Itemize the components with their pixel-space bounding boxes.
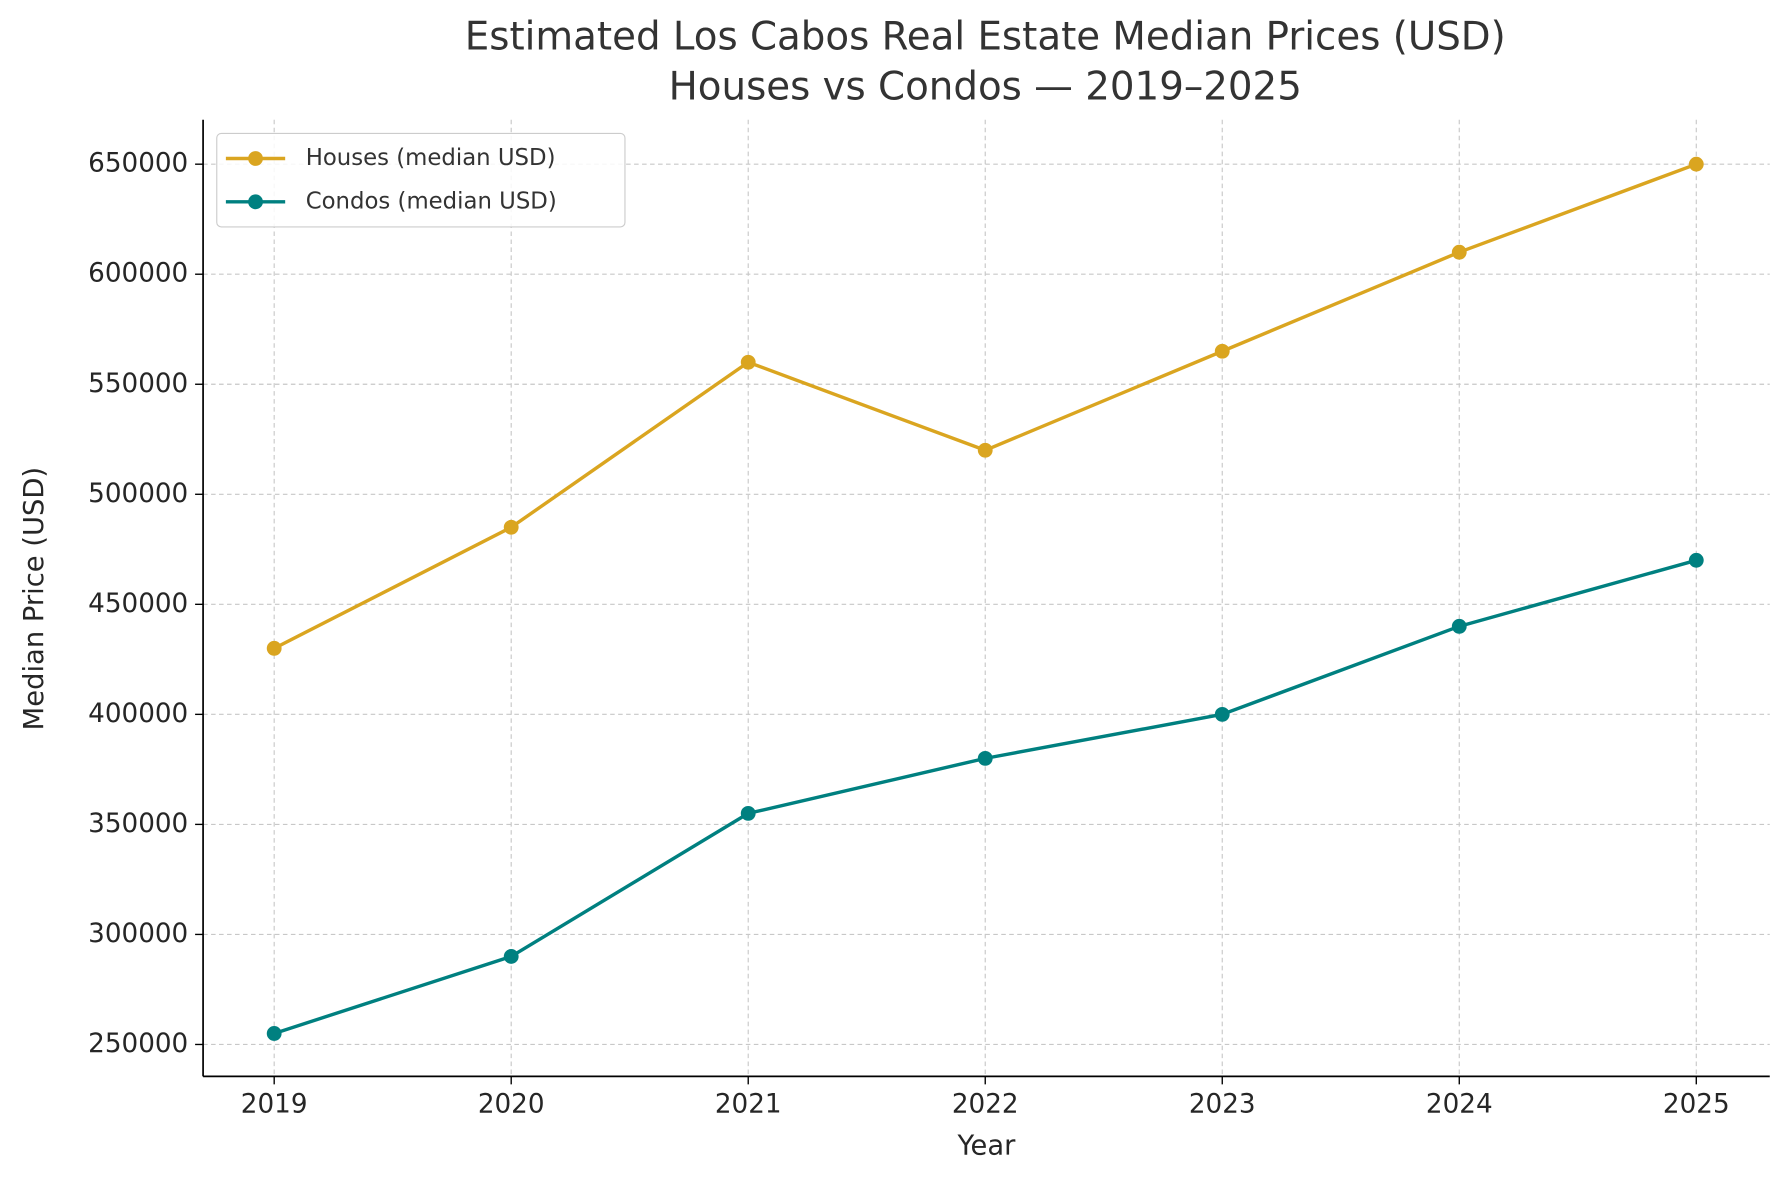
x-tick-label: 2024 bbox=[1426, 1089, 1493, 1119]
y-tick-label: 400000 bbox=[88, 699, 188, 729]
data-point bbox=[1214, 706, 1230, 722]
data-point bbox=[1688, 156, 1704, 172]
y-tick-label: 350000 bbox=[88, 809, 188, 839]
data-point bbox=[503, 519, 519, 535]
data-point bbox=[977, 750, 993, 766]
chart-title: Estimated Los Cabos Real Estate Median P… bbox=[465, 14, 1506, 59]
x-axis-label: Year bbox=[956, 1131, 1016, 1162]
data-point bbox=[740, 354, 756, 370]
data-point bbox=[1451, 618, 1467, 634]
y-axis-label: Median Price (USD) bbox=[19, 467, 50, 730]
x-tick-label: 2020 bbox=[478, 1089, 545, 1119]
chart-subtitle: Houses vs Condos — 2019–2025 bbox=[669, 64, 1302, 109]
x-tick-label: 2019 bbox=[241, 1089, 308, 1119]
legend-label: Houses (median USD) bbox=[306, 145, 556, 171]
x-tick-label: 2025 bbox=[1663, 1089, 1730, 1119]
y-tick-label: 550000 bbox=[88, 369, 188, 399]
data-point bbox=[503, 949, 519, 964]
data-point bbox=[1214, 343, 1230, 359]
x-tick-label: 2023 bbox=[1189, 1089, 1256, 1119]
y-tick-label: 650000 bbox=[88, 149, 188, 179]
y-tick-label: 250000 bbox=[88, 1029, 188, 1059]
y-tick-label: 450000 bbox=[88, 589, 188, 619]
x-tick-label: 2021 bbox=[715, 1089, 782, 1119]
y-tick-label: 300000 bbox=[88, 919, 188, 949]
data-point bbox=[977, 442, 993, 458]
legend-marker bbox=[248, 194, 263, 210]
legend-box bbox=[216, 132, 626, 228]
data-point bbox=[266, 640, 282, 656]
x-tick-label: 2022 bbox=[952, 1089, 1019, 1119]
legend-label: Condos (median USD) bbox=[306, 188, 557, 214]
legend-marker bbox=[248, 151, 263, 166]
y-tick-label: 600000 bbox=[88, 259, 188, 289]
data-point bbox=[1688, 552, 1704, 568]
y-tick-label: 500000 bbox=[88, 479, 188, 509]
data-point bbox=[1451, 244, 1467, 260]
data-point bbox=[740, 805, 756, 821]
data-point bbox=[266, 1026, 282, 1041]
